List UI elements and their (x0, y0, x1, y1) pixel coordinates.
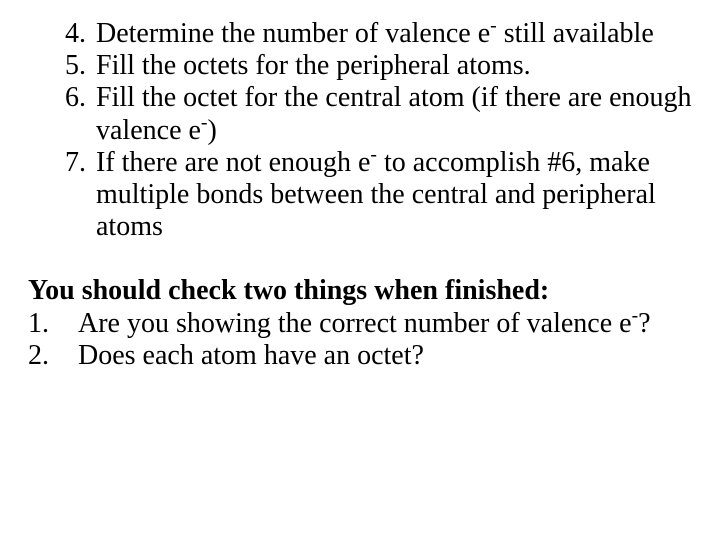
item-text: If there are not enough e- to accomplish… (96, 147, 692, 244)
list-item: 4. Determine the number of valence e- st… (28, 18, 692, 50)
item-text: Fill the octet for the central atom (if … (96, 82, 692, 146)
slide-page: 4. Determine the number of valence e- st… (0, 0, 720, 540)
check-heading: You should check two things when finishe… (28, 275, 692, 307)
list-item: 7. If there are not enough e- to accompl… (28, 147, 692, 244)
item-number: 5. (28, 50, 96, 82)
item-text: Fill the octets for the peripheral atoms… (96, 50, 692, 82)
item-number: 4. (28, 18, 96, 50)
item-number: 6. (28, 82, 96, 146)
list-item: 1. Are you showing the correct number of… (28, 308, 692, 340)
item-text: Determine the number of valence e- still… (96, 18, 692, 50)
checks-list: 1. Are you showing the correct number of… (28, 308, 692, 372)
item-text: Are you showing the correct number of va… (74, 308, 692, 340)
check-section: You should check two things when finishe… (28, 275, 692, 372)
list-item: 2. Does each atom have an octet? (28, 340, 692, 372)
item-number: 2. (28, 340, 74, 372)
item-number: 1. (28, 308, 74, 340)
item-text: Does each atom have an octet? (74, 340, 692, 372)
list-item: 5. Fill the octets for the peripheral at… (28, 50, 692, 82)
list-item: 6. Fill the octet for the central atom (… (28, 82, 692, 146)
steps-list: 4. Determine the number of valence e- st… (28, 18, 692, 243)
item-number: 7. (28, 147, 96, 244)
